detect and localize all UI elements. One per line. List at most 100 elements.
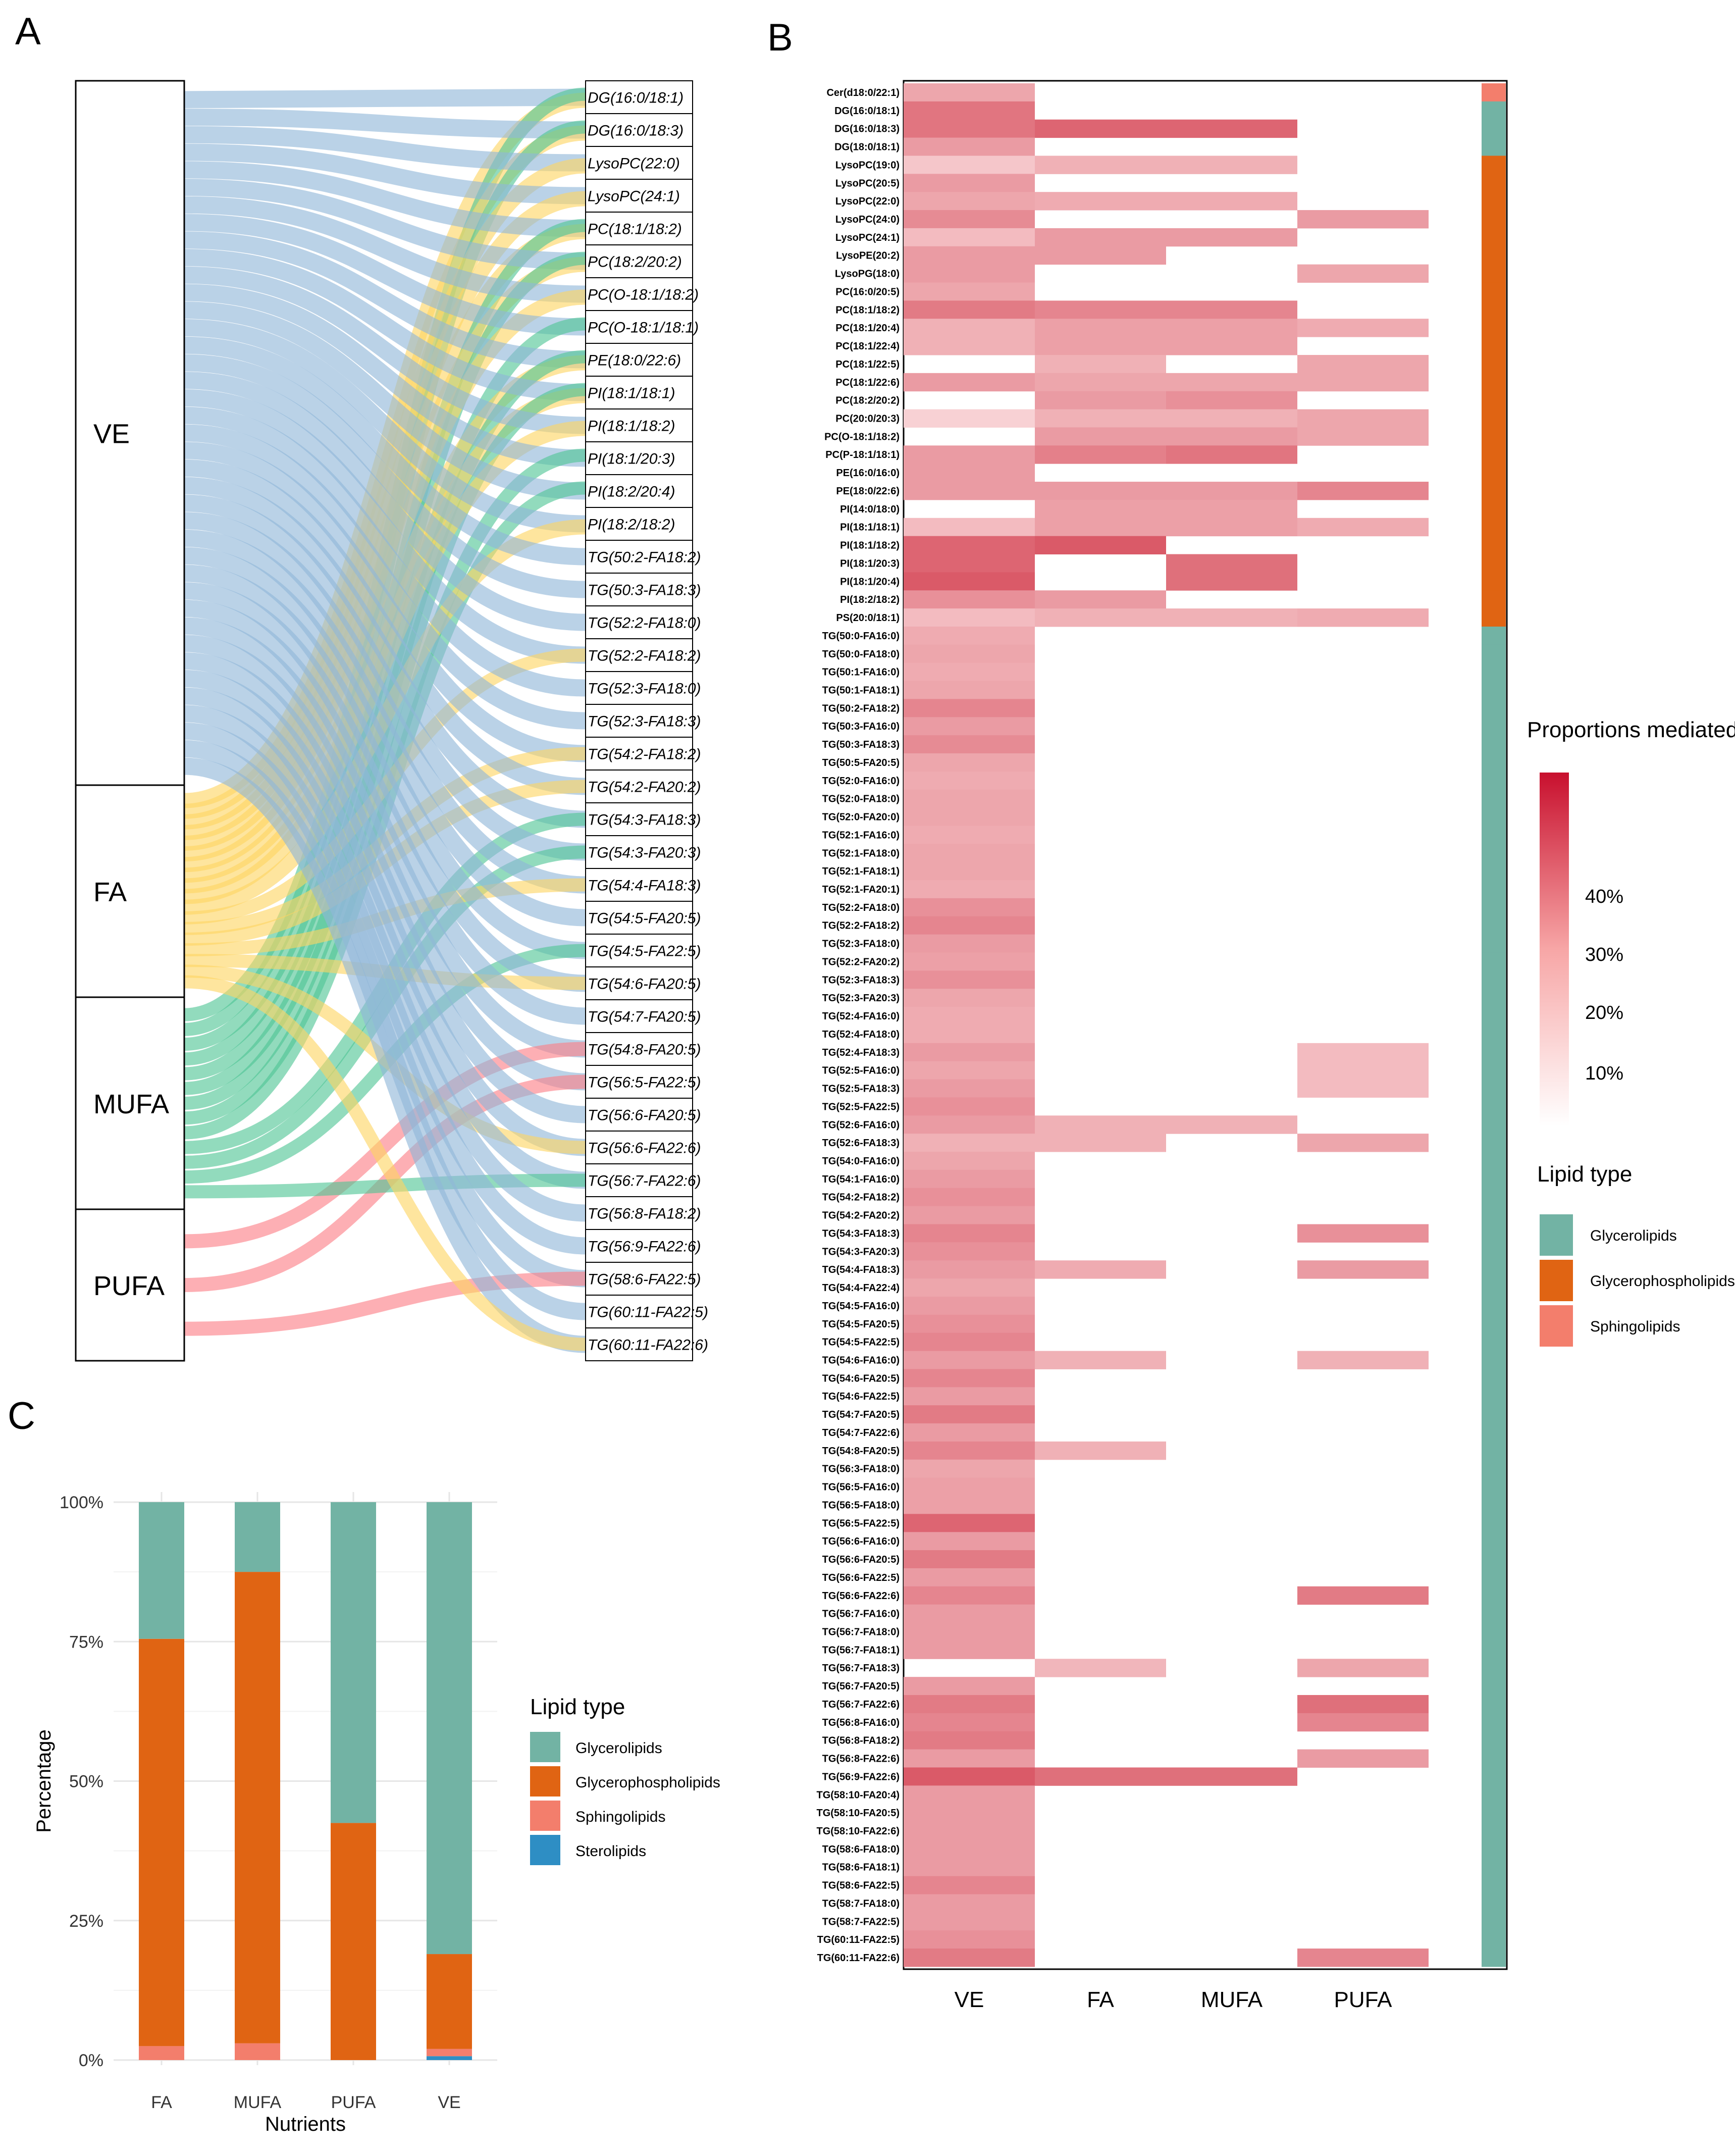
heatmap-row-label: TG(60:11-FA22:6): [817, 1953, 900, 1964]
lipid-type-strip-cell: [1482, 1839, 1506, 1859]
heatmap-row-label: TG(56:3-FA18:0): [822, 1464, 900, 1475]
heatmap-cell: [904, 1839, 1035, 1859]
heatmap-cell: [1297, 1659, 1429, 1677]
bar-legend-swatch: [530, 1801, 560, 1831]
heatmap-cell: [1297, 1713, 1429, 1732]
heatmap-row-label: PI(18:1/18:2): [840, 540, 900, 551]
heatmap-row-label: PE(16:0/16:0): [836, 468, 900, 479]
lipid-type-strip-cell: [1482, 572, 1506, 591]
sankey-link-ve: [184, 161, 586, 237]
sankey-link-ve: [184, 88, 586, 109]
heatmap-row-label: TG(54:7-FA20:5): [822, 1409, 900, 1420]
heatmap-row-label: TG(56:9-FA22:6): [822, 1771, 900, 1782]
heatmap-row-label: TG(58:10-FA20:4): [817, 1789, 900, 1801]
lipid-type-strip-cell: [1482, 1876, 1506, 1895]
heatmap-row-label: TG(54:8-FA20:5): [822, 1446, 900, 1457]
panel-c-letter: C: [8, 1395, 35, 1438]
bar-legend-label: Glycerophospholipids: [575, 1774, 720, 1791]
x-tick-label: VE: [438, 2093, 460, 2112]
lipid-type-strip-cell: [1482, 282, 1506, 301]
lipid-type-strip-cell: [1482, 1134, 1506, 1152]
heatmap-row-label: PC(18:2/20:2): [835, 395, 900, 406]
heatmap-row-label: TG(58:6-FA18:1): [822, 1862, 900, 1873]
lipid-type-strip-cell: [1482, 1332, 1506, 1352]
lipid-type-strip-cell: [1482, 916, 1506, 935]
heatmap-cell: [1297, 354, 1429, 374]
lipid-type-strip-cell: [1482, 427, 1506, 446]
lipid-type-strip-cell: [1482, 1568, 1506, 1587]
lipid-type-legend-label: Sphingolipids: [1590, 1318, 1680, 1335]
heatmap-cell: [1035, 499, 1166, 519]
heatmap-row-label: TG(50:3-FA16:0): [822, 721, 900, 732]
bar-legend-swatch: [530, 1835, 560, 1865]
heatmap-row-label: TG(52:6-FA16:0): [822, 1119, 900, 1131]
lipid-type-strip-cell: [1482, 1948, 1506, 1967]
stacked-bar-chart: 0% 25% 50% 75% 100% FA MUFA PUFA VE Nutrients Perc…: [33, 1492, 720, 2135]
sankey-link-ve: [184, 670, 586, 1189]
heatmap-cell: [1035, 1115, 1166, 1134]
heatmap-column-label: PUFA: [1334, 1987, 1393, 2012]
heatmap-cell: [1166, 427, 1297, 446]
bar-segment-sphingolipids: [235, 2043, 280, 2060]
heatmap-cell: [904, 1894, 1035, 1913]
heatmap-row-label: TG(52:2-FA20:2): [822, 956, 900, 967]
heatmap-cell: [904, 1152, 1035, 1170]
heatmap-cell: [1035, 445, 1166, 464]
heatmap-cell: [904, 1405, 1035, 1424]
heatmap-cell: [904, 1568, 1035, 1587]
heatmap-cell: [904, 1749, 1035, 1768]
heatmap-row-label: TG(50:1-FA18:1): [822, 685, 900, 696]
heatmap-cell: [904, 844, 1035, 862]
lipid-type-swatch: [1540, 1214, 1573, 1256]
lipid-type-strip-cell: [1482, 1785, 1506, 1804]
heatmap-row-label: TG(52:3-FA18:3): [822, 974, 900, 986]
heatmap-cell: [904, 1260, 1035, 1279]
lipid-type-strip-cell: [1482, 1025, 1506, 1044]
heatmap-cell: [904, 210, 1035, 229]
sankey-target-label: PI(18:1/18:1): [588, 385, 675, 402]
lipid-type-strip-cell: [1482, 1387, 1506, 1406]
heatmap-cell: [1166, 373, 1297, 392]
lipid-type-swatch: [1540, 1260, 1573, 1301]
heatmap-row-label: TG(54:6-FA22:5): [822, 1391, 900, 1402]
heatmap-cell: [904, 174, 1035, 192]
heatmap-cell: [904, 717, 1035, 736]
lipid-type-strip-cell: [1482, 644, 1506, 663]
lipid-type-strip-cell: [1482, 807, 1506, 826]
lipid-type-strip-cell: [1482, 1260, 1506, 1279]
sankey-target-label: TG(52:3-FA18:3): [588, 713, 701, 730]
sankey-link-ve: [184, 214, 586, 336]
lipid-type-strip-cell: [1482, 1188, 1506, 1207]
heatmap-row-label: TG(56:7-FA22:6): [822, 1699, 900, 1710]
lipid-type-strip-cell: [1482, 1459, 1506, 1478]
lipid-type-strip-cell: [1482, 137, 1506, 156]
heatmap-cell: [904, 1586, 1035, 1605]
lipid-type-strip-cell: [1482, 789, 1506, 808]
sankey-link-ve: [184, 319, 586, 533]
sankey-link-ve: [184, 617, 586, 1091]
heatmap-row-label: PI(14:0/18:0): [840, 504, 900, 515]
lipid-type-strip-cell: [1482, 1206, 1506, 1225]
heatmap-row-label: TG(54:5-FA20:5): [822, 1319, 900, 1330]
heatmap-cell: [904, 1242, 1035, 1261]
heatmap-cell: [904, 1731, 1035, 1750]
heatmap-cell: [1297, 608, 1429, 627]
heatmap-cell: [1035, 246, 1166, 265]
heatmap-row-label: TG(56:6-FA22:6): [822, 1590, 900, 1602]
lipid-type-strip-cell: [1482, 337, 1506, 355]
sankey-target-label: PC(18:2/20:2): [588, 254, 682, 271]
lipid-type-strip-cell: [1482, 1169, 1506, 1189]
heatmap-cell: [904, 608, 1035, 627]
heatmap-cell: [1297, 264, 1429, 283]
heatmap-row-label: PI(18:1/20:4): [840, 576, 900, 587]
y-axis-title: Percentage: [33, 1729, 55, 1833]
heatmap-row-label: PI(18:1/18:1): [840, 522, 900, 533]
heatmap-cell: [1035, 590, 1166, 609]
heatmap-cell: [904, 156, 1035, 174]
heatmap-cell: [904, 1115, 1035, 1134]
bar-segment-glycerophospholipids: [331, 1823, 376, 2060]
sankey-link-ve: [184, 372, 586, 631]
bar-legend-label: Glycerolipids: [575, 1740, 662, 1757]
sankey-source-node: [75, 1208, 185, 1362]
heatmap-cell: [1166, 391, 1297, 410]
